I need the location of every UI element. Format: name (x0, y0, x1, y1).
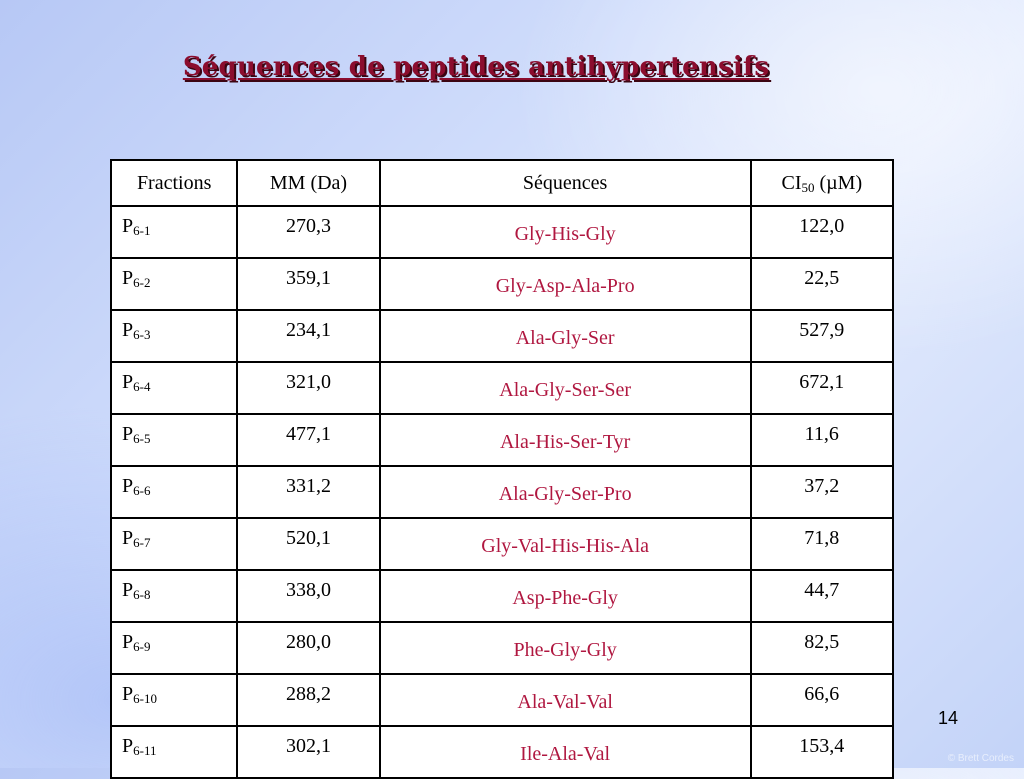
slide-title: Séquences de peptides antihypertensifs (182, 52, 770, 82)
table-row: P6-8 338,0 Asp-Phe-Gly 44,7 (109, 569, 895, 623)
mm-cell: 520,1 (236, 517, 381, 571)
mm-cell: 359,1 (236, 257, 381, 311)
table-row: P6-7 520,1 Gly-Val-His-His-Ala 71,8 (109, 517, 895, 571)
sequence-cell: Ile-Ala-Val (378, 725, 752, 779)
fraction-prefix: P (122, 475, 134, 497)
sequence-cell: Asp-Phe-Gly (378, 569, 752, 623)
ci50-cell: 122,0 (749, 205, 895, 259)
fraction-subscript: 6-5 (133, 431, 151, 446)
fraction-cell: P6-7 (109, 517, 239, 571)
fraction-subscript: 6-1 (133, 223, 151, 238)
fraction-cell: P6-6 (109, 465, 239, 519)
fraction-cell: P6-10 (109, 673, 239, 727)
sequence-cell: Ala-Gly-Ser (378, 309, 752, 363)
ci50-cell: 37,2 (749, 465, 895, 519)
sequence-cell: Gly-Asp-Ala-Pro (378, 257, 752, 311)
header-ci-sub: 50 (801, 179, 815, 195)
mm-cell: 234,1 (236, 309, 381, 363)
ci50-cell: 672,1 (749, 361, 895, 415)
fraction-subscript: 6-8 (133, 587, 151, 602)
fraction-subscript: 6-7 (133, 535, 151, 550)
fraction-cell: P6-4 (109, 361, 239, 415)
fraction-subscript: 6-11 (133, 743, 157, 758)
table-body: P6-1 270,3 Gly-His-Gly 122,0 P6-2 359,1 Gly-As… (109, 205, 895, 779)
sequence-cell: Ala-Gly-Ser-Ser (378, 361, 752, 415)
fraction-cell: P6-11 (109, 725, 239, 779)
mm-cell: 321,0 (236, 361, 381, 415)
table-row: P6-6 331,2 Ala-Gly-Ser-Pro 37,2 (109, 465, 895, 519)
fraction-subscript: 6-3 (133, 327, 151, 342)
table-row: P6-4 321,0 Ala-Gly-Ser-Ser 672,1 (109, 361, 895, 415)
peptide-table: Fractions MM (Da) Séquences CI50 (µM) P6… (109, 159, 895, 779)
fraction-prefix: P (122, 527, 134, 549)
ci50-cell: 153,4 (749, 725, 895, 779)
mm-cell: 280,0 (236, 621, 381, 675)
fraction-prefix: P (122, 267, 134, 289)
fraction-cell: P6-1 (109, 205, 239, 259)
sequence-cell: Ala-Gly-Ser-Pro (378, 465, 752, 519)
ci50-cell: 527,9 (749, 309, 895, 363)
header-mm: MM (Da) (236, 159, 381, 207)
fraction-prefix: P (122, 423, 134, 445)
sequence-cell: Gly-His-Gly (378, 205, 752, 259)
table-row: P6-2 359,1 Gly-Asp-Ala-Pro 22,5 (109, 257, 895, 311)
mm-cell: 288,2 (236, 673, 381, 727)
table-row: P6-9 280,0 Phe-Gly-Gly 82,5 (109, 621, 895, 675)
table-row: P6-11 302,1 Ile-Ala-Val 153,4 (109, 725, 895, 779)
ci50-cell: 66,6 (749, 673, 895, 727)
mm-cell: 477,1 (236, 413, 381, 467)
fraction-subscript: 6-4 (133, 379, 151, 394)
table-row: P6-5 477,1 Ala-His-Ser-Tyr 11,6 (109, 413, 895, 467)
fraction-cell: P6-2 (109, 257, 239, 311)
mm-cell: 302,1 (236, 725, 381, 779)
sequence-cell: Gly-Val-His-His-Ala (378, 517, 752, 571)
fraction-subscript: 6-6 (133, 483, 151, 498)
page-number: 14 (938, 708, 959, 728)
fraction-subscript: 6-10 (133, 691, 157, 706)
fraction-prefix: P (122, 631, 134, 653)
fraction-prefix: P (122, 735, 134, 757)
mm-cell: 270,3 (236, 205, 381, 259)
fraction-subscript: 6-2 (133, 275, 151, 290)
mm-cell: 338,0 (236, 569, 381, 623)
fraction-prefix: P (122, 683, 134, 705)
fraction-cell: P6-3 (109, 309, 239, 363)
ci50-cell: 22,5 (749, 257, 895, 311)
ci50-cell: 44,7 (749, 569, 895, 623)
ci50-cell: 71,8 (749, 517, 895, 571)
sequence-cell: Ala-Val-Val (378, 673, 752, 727)
watermark: © Brett Cordes (947, 753, 1014, 764)
table-row: P6-10 288,2 Ala-Val-Val 66,6 (109, 673, 895, 727)
fraction-prefix: P (122, 371, 134, 393)
fraction-cell: P6-5 (109, 413, 239, 467)
table-row: P6-1 270,3 Gly-His-Gly 122,0 (109, 205, 895, 259)
fraction-cell: P6-9 (109, 621, 239, 675)
fraction-cell: P6-8 (109, 569, 239, 623)
mm-cell: 331,2 (236, 465, 381, 519)
header-ci: CI50 (µM) (749, 159, 895, 207)
table-row: P6-3 234,1 Ala-Gly-Ser 527,9 (109, 309, 895, 363)
fraction-prefix: P (122, 579, 134, 601)
fraction-prefix: P (122, 319, 134, 341)
sequence-cell: Phe-Gly-Gly (378, 621, 752, 675)
header-sequences: Séquences (378, 159, 752, 207)
header-ci-prefix: CI (781, 171, 802, 194)
header-fractions: Fractions (109, 159, 239, 207)
header-ci-suffix: (µM) (814, 171, 863, 194)
sequence-cell: Ala-His-Ser-Tyr (378, 413, 752, 467)
fraction-prefix: P (122, 215, 134, 237)
table-header-row: Fractions MM (Da) Séquences CI50 (µM) (109, 159, 895, 207)
ci50-cell: 11,6 (749, 413, 895, 467)
fraction-subscript: 6-9 (133, 639, 151, 654)
ci50-cell: 82,5 (749, 621, 895, 675)
